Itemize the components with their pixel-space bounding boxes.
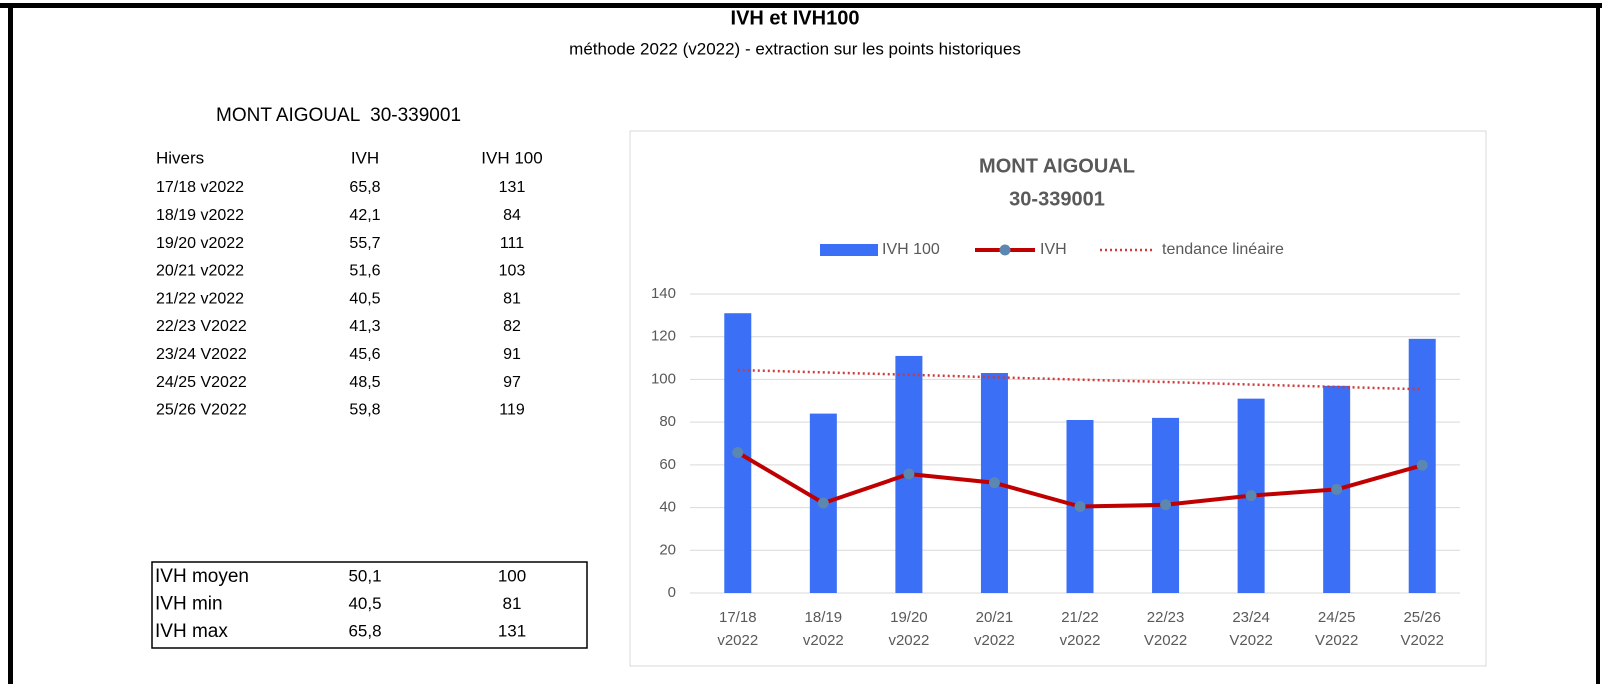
chart-area [629,130,1487,667]
x-tick-label: v2022 [1060,632,1101,649]
marker [732,446,744,458]
x-tick-label: V2022 [1144,632,1187,649]
left-border [8,3,13,684]
x-tick-label: 24/25 [1318,609,1356,626]
title: IVH et IVH100 [731,7,860,29]
legend-label: tendance linéaire [1162,241,1284,258]
cell: 131 [499,179,526,196]
x-tick-label: V2022 [1401,632,1444,649]
x-tick-label: v2022 [974,632,1015,649]
cell: 40,5 [349,290,380,307]
marker [817,497,829,509]
chart-title: MONT AIGOUAL [979,155,1135,177]
summary-cell: 100 [498,566,526,585]
summary-cell: IVH min [155,594,223,615]
y-tick-label: 20 [659,541,676,558]
summary-cell: 40,5 [348,594,381,613]
y-tick-label: 100 [651,370,676,387]
cell: 17/18 v2022 [156,179,244,196]
marker [1331,483,1343,495]
cell: 91 [503,346,521,363]
cell: 51,6 [349,263,380,280]
x-tick-label: v2022 [803,632,844,649]
x-tick-label: v2022 [717,632,758,649]
y-tick-label: 0 [668,584,676,601]
y-tick-label: 140 [651,285,676,302]
subtitle: méthode 2022 (v2022) - extraction sur le… [569,39,1021,58]
top-border [0,3,1602,8]
legend-marker [999,244,1011,256]
cell: 41,3 [349,318,380,335]
x-tick-label: V2022 [1315,632,1358,649]
summary-box [151,561,588,649]
y-tick-label: 60 [659,456,676,473]
station: MONT AIGOUAL 30-339001 [216,105,461,126]
column-header: Hivers [156,148,204,167]
right-border [1596,3,1600,684]
marker [1245,490,1257,502]
cell: 19/20 v2022 [156,235,244,252]
cell: 20/21 v2022 [156,263,244,280]
cell: 81 [503,290,521,307]
marker [903,468,915,480]
x-tick-label: 21/22 [1061,609,1099,626]
cell: 103 [499,263,526,280]
y-tick-label: 120 [651,328,676,345]
x-tick-label: 19/20 [890,609,928,626]
summary-cell: IVH moyen [155,566,249,587]
summary-cell: IVH max [155,621,228,642]
cell: 48,5 [349,374,380,391]
x-tick-label: v2022 [888,632,929,649]
x-tick-label: 18/19 [805,609,843,626]
cell: 97 [503,374,521,391]
cell: 42,1 [349,207,380,224]
summary-cell: 81 [503,594,522,613]
legend-label: IVH 100 [882,241,940,258]
cell: 111 [500,235,524,252]
x-tick-label: 25/26 [1403,609,1441,626]
column-header: IVH 100 [481,148,542,167]
y-tick-label: 80 [659,413,676,430]
column-header: IVH [351,148,379,167]
legend-swatch [820,244,878,256]
x-tick-label: 17/18 [719,609,757,626]
x-tick-label: 23/24 [1232,609,1270,626]
chart-title: 30-339001 [1009,188,1105,210]
cell: 119 [499,402,525,419]
marker [1416,459,1428,471]
cell: 59,8 [349,402,380,419]
cell: 22/23 V2022 [156,318,247,335]
cell: 84 [503,207,521,224]
marker [988,477,1000,489]
summary-cell: 131 [498,621,526,640]
cell: 55,7 [349,235,380,252]
marker [1160,499,1172,511]
summary-cell: 50,1 [348,566,381,585]
legend-label: IVH [1040,241,1067,258]
x-tick-label: 20/21 [976,609,1014,626]
cell: 65,8 [349,179,380,196]
cell: 23/24 V2022 [156,346,247,363]
cell: 24/25 V2022 [156,374,247,391]
x-tick-label: V2022 [1229,632,1272,649]
cell: 21/22 v2022 [156,290,244,307]
cell: 82 [503,318,521,335]
marker [1074,501,1086,513]
trend-line [737,368,1423,391]
cell: 25/26 V2022 [156,402,247,419]
x-tick-label: 22/23 [1147,609,1185,626]
cell: 18/19 v2022 [156,207,244,224]
y-tick-label: 40 [659,499,676,516]
summary-cell: 65,8 [348,621,381,640]
cell: 45,6 [349,346,380,363]
